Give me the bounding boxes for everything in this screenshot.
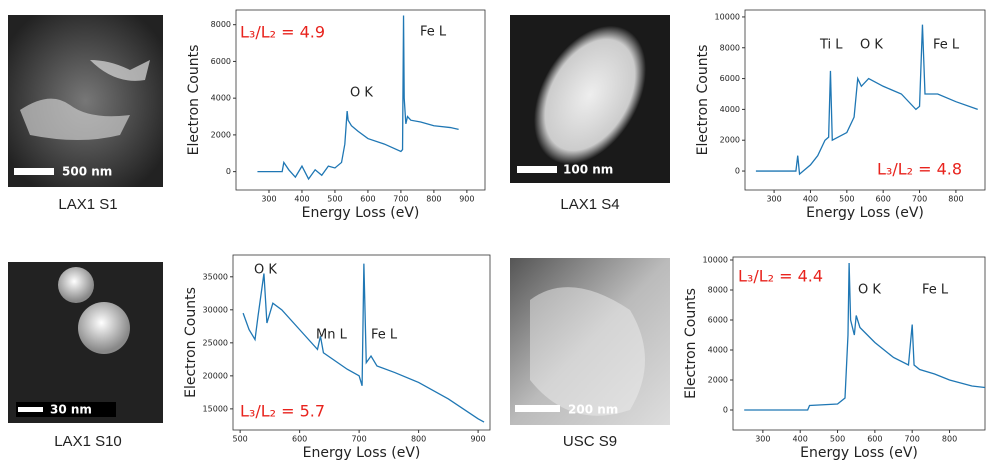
y-axis-label: Electron Counts — [683, 288, 699, 399]
plot-frame — [732, 256, 986, 431]
x-tick-label: 900 — [470, 435, 485, 444]
y-axis-label: Electron Counts — [186, 45, 202, 156]
spectrum-line — [242, 263, 485, 423]
y-tick-label: 2000 — [708, 376, 728, 385]
x-tick-label: 800 — [948, 195, 963, 204]
edge-annotation: Fe L — [922, 283, 949, 298]
spectrum-line — [755, 24, 978, 176]
edge-annotation: Mn L — [316, 328, 348, 343]
x-tick-label: 300 — [755, 435, 770, 444]
y-tick-label: 10000 — [715, 12, 740, 21]
y-tick-label: 4000 — [708, 346, 728, 355]
x-tick-label: 700 — [351, 435, 366, 444]
micrograph: 200 nm — [510, 258, 670, 425]
x-tick-label: 600 — [360, 195, 375, 204]
spectrum-line — [257, 15, 459, 181]
caption: LAX1 S4 — [560, 196, 619, 213]
x-tick-label: 800 — [426, 195, 441, 204]
edge-annotation: Fe L — [933, 38, 960, 53]
caption: LAX1 S1 — [58, 196, 117, 213]
edge-annotation: Fe L — [371, 328, 398, 343]
scale-bar-label: 500 nm — [62, 165, 112, 179]
y-tick-label: 6000 — [720, 74, 740, 83]
y-tick-label: 25000 — [203, 338, 228, 347]
ratio-annotation: L₃/L₂ = 4.8 — [877, 160, 962, 179]
x-tick-label: 800 — [411, 435, 426, 444]
micrograph: 500 nm — [8, 15, 163, 187]
x-axis-label: Energy Loss (eV) — [302, 205, 420, 221]
ratio-annotation: L₃/L₂ = 4.4 — [738, 267, 823, 286]
scale-bar-label: 100 nm — [563, 163, 613, 177]
y-tick-label: 0 — [723, 406, 728, 415]
x-tick-label: 800 — [942, 435, 957, 444]
caption: USC S9 — [563, 433, 617, 450]
plot-frame — [744, 9, 986, 191]
ratio-annotation: L₃/L₂ = 5.7 — [240, 402, 325, 421]
x-tick-label: 300 — [766, 195, 781, 204]
y-tick-label: 4000 — [720, 105, 740, 114]
edge-annotation: O K — [350, 86, 373, 101]
x-tick-label: 900 — [459, 195, 474, 204]
y-tick-label: 8000 — [211, 20, 231, 29]
y-tick-label: 8000 — [720, 43, 740, 52]
y-tick-label: 6000 — [211, 57, 231, 66]
x-axis-label: Energy Loss (eV) — [800, 445, 918, 461]
y-axis-label: Electron Counts — [183, 287, 199, 398]
y-tick-label: 15000 — [203, 404, 228, 413]
caption: LAX1 S10 — [54, 433, 122, 450]
x-tick-label: 500 — [232, 435, 247, 444]
y-tick-label: 2000 — [720, 136, 740, 145]
y-axis-label: Electron Counts — [695, 45, 711, 156]
x-tick-label: 400 — [803, 195, 818, 204]
micrograph: 30 nm — [8, 262, 163, 423]
ratio-annotation: L₃/L₂ = 4.9 — [240, 23, 325, 42]
x-tick-label: 300 — [261, 195, 276, 204]
edge-annotation: Fe L — [420, 25, 447, 40]
x-axis-label: Energy Loss (eV) — [806, 205, 924, 221]
y-tick-label: 2000 — [211, 130, 231, 139]
plot-frame — [235, 9, 486, 191]
x-tick-label: 400 — [294, 195, 309, 204]
edge-annotation: Ti L — [819, 38, 843, 53]
x-tick-label: 600 — [867, 435, 882, 444]
edge-annotation: O K — [860, 38, 883, 53]
edge-annotation: O K — [858, 283, 881, 298]
x-tick-label: 600 — [876, 195, 891, 204]
x-tick-label: 700 — [905, 435, 920, 444]
scale-bar-label: 200 nm — [568, 403, 618, 417]
x-tick-label: 500 — [839, 195, 854, 204]
y-tick-label: 30000 — [203, 305, 228, 314]
x-axis-label: Energy Loss (eV) — [303, 445, 421, 461]
y-tick-label: 10000 — [703, 256, 728, 265]
y-tick-label: 20000 — [203, 371, 228, 380]
x-tick-label: 600 — [292, 435, 307, 444]
spectrum-line — [744, 262, 986, 411]
x-tick-label: 500 — [327, 195, 342, 204]
x-tick-label: 400 — [793, 435, 808, 444]
y-tick-label: 0 — [735, 167, 740, 176]
y-tick-label: 6000 — [708, 316, 728, 325]
micrograph: 100 nm — [510, 15, 670, 183]
y-tick-label: 8000 — [708, 286, 728, 295]
scale-bar-label: 30 nm — [50, 403, 92, 417]
x-tick-label: 700 — [393, 195, 408, 204]
x-tick-label: 700 — [912, 195, 927, 204]
x-tick-label: 500 — [830, 435, 845, 444]
y-tick-label: 0 — [226, 167, 231, 176]
edge-annotation: O K — [254, 263, 277, 278]
y-tick-label: 35000 — [203, 272, 228, 281]
y-tick-label: 4000 — [211, 94, 231, 103]
